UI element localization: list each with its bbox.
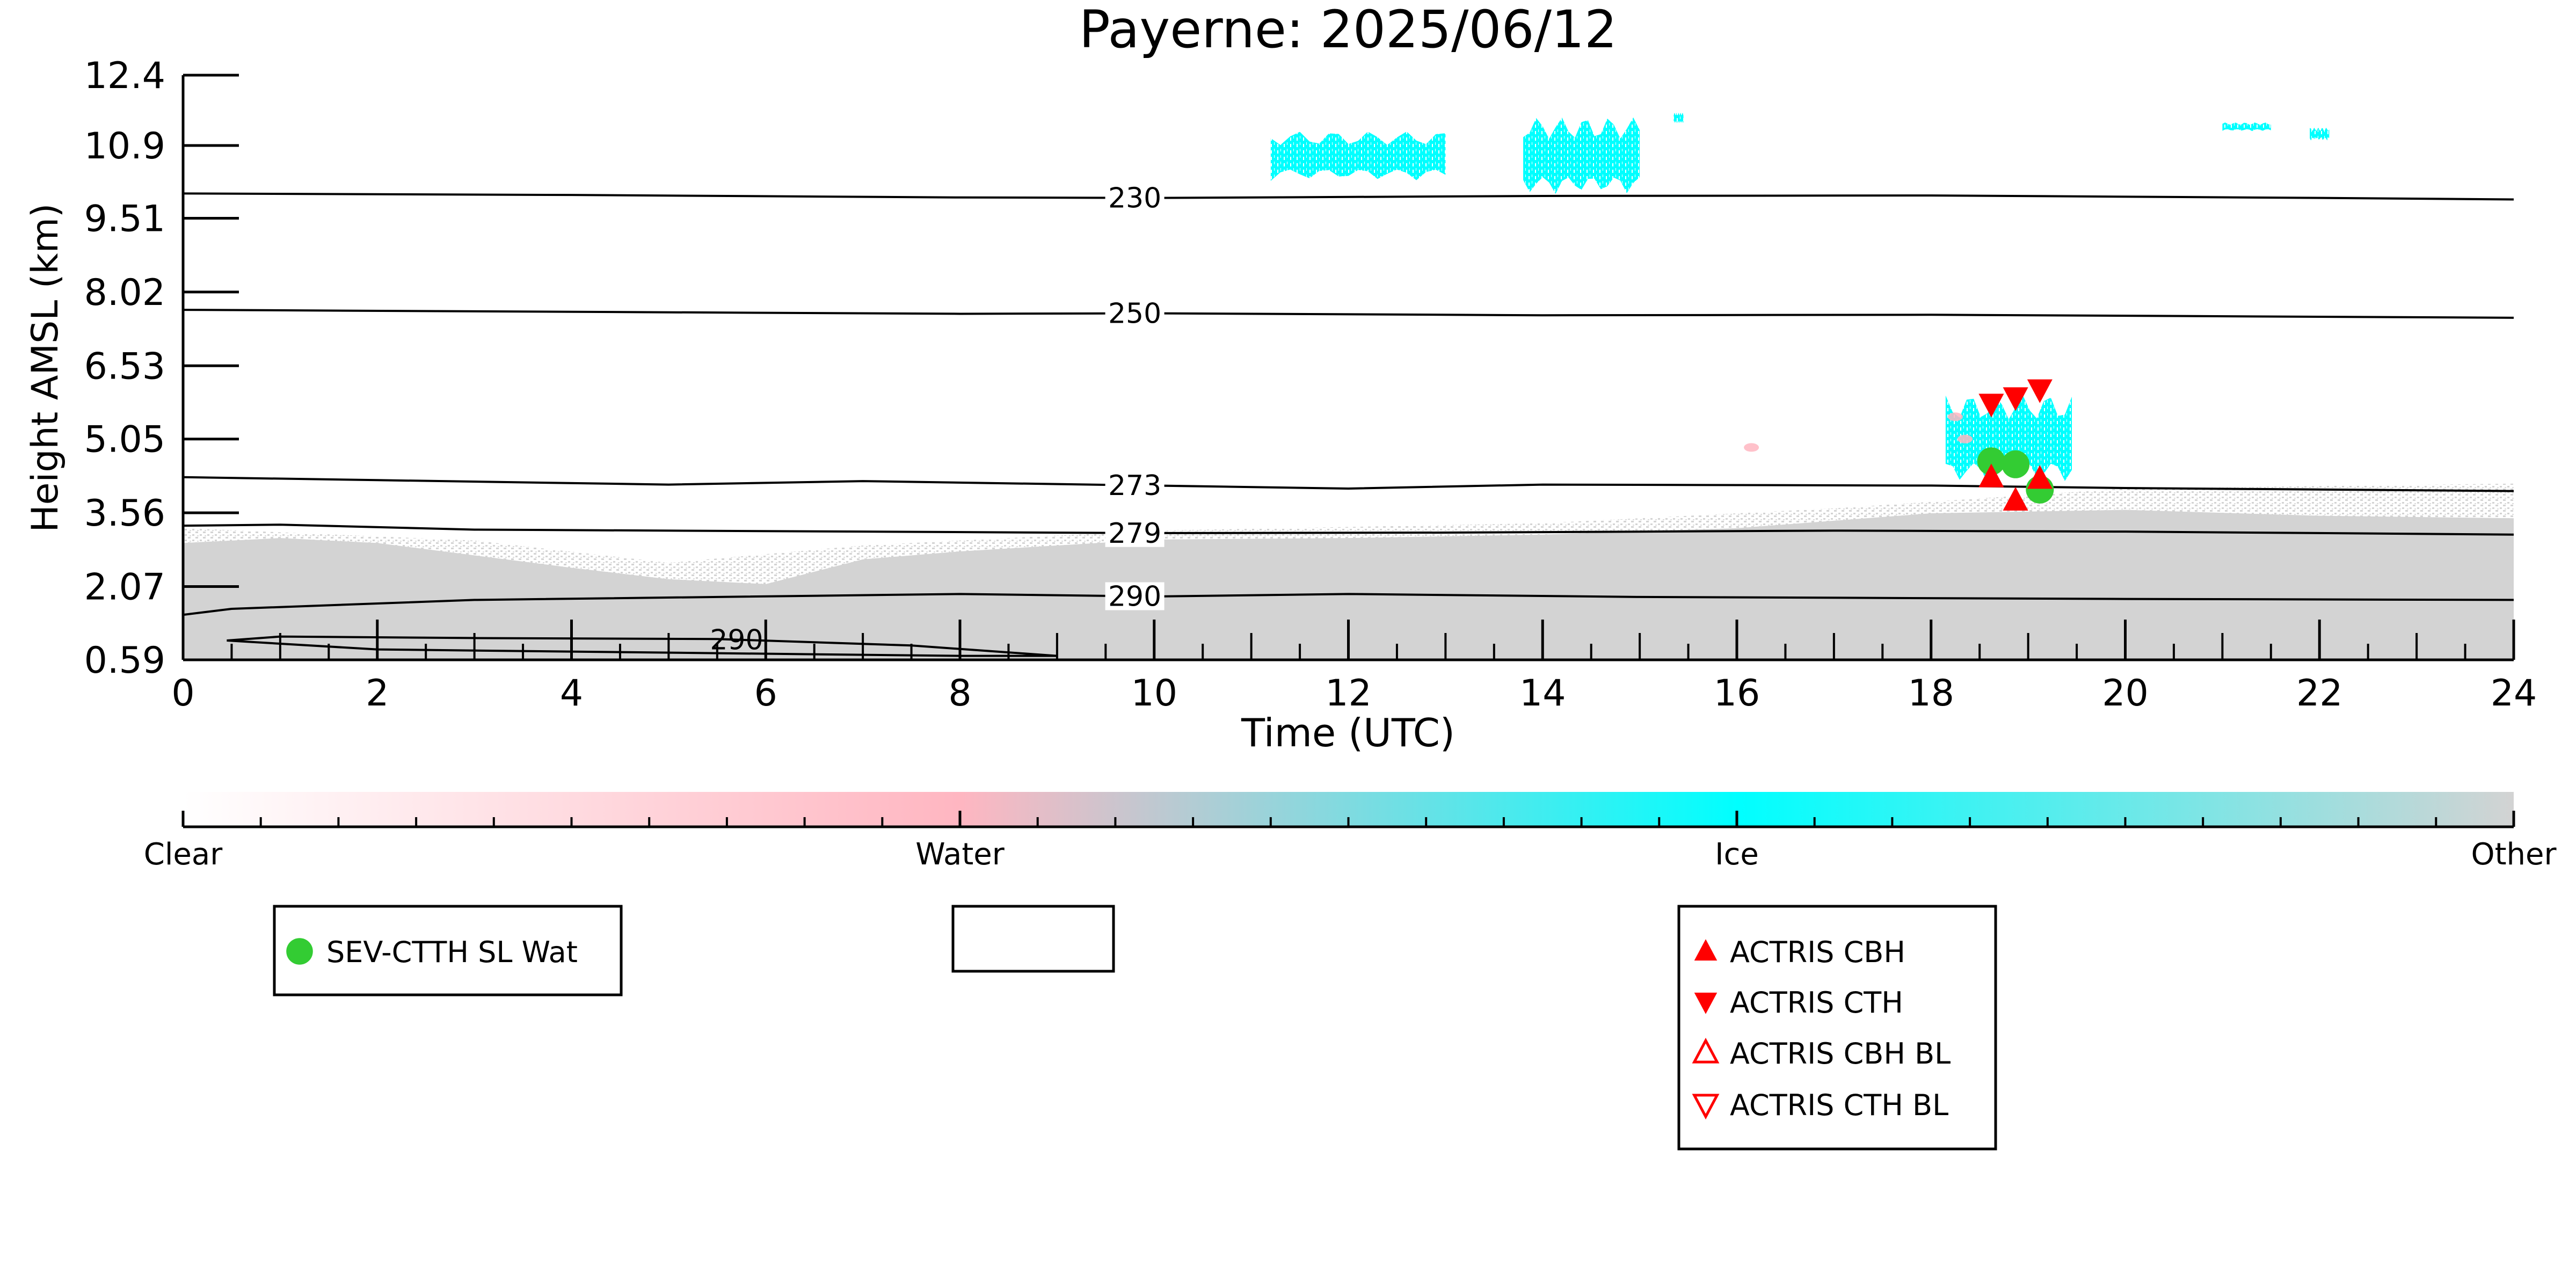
y-tick-label: 0.59	[84, 639, 165, 682]
colorbar-label: Ice	[1715, 837, 1759, 872]
isotherm-label: 250	[1108, 298, 1161, 330]
x-axis-label: Time (UTC)	[1241, 710, 1455, 755]
x-tick-label: 8	[948, 672, 971, 715]
data-point-circle	[2002, 450, 2030, 478]
legend-entry-label: ACTRIS CBH	[1730, 935, 1905, 969]
x-tick-label: 2	[366, 672, 389, 715]
isotherm-label-bg	[1105, 519, 1165, 547]
actris-marker	[1694, 992, 1718, 1014]
data-point-circle	[1977, 447, 2005, 476]
plot-area	[183, 112, 2514, 660]
isotherm-label-bg	[1105, 471, 1165, 499]
isotherm-line	[183, 309, 2514, 319]
isotherm-label: 290	[710, 624, 763, 656]
ice-region	[1945, 395, 2072, 483]
y-tick-label: 9.51	[84, 198, 165, 240]
colorbar-label: Other	[2471, 837, 2557, 872]
water-spot	[1947, 412, 1963, 421]
data-point-triangle-down	[2027, 379, 2053, 403]
y-tick-label: 5.05	[84, 419, 165, 461]
x-tick-label: 20	[2102, 672, 2149, 715]
marker-layer	[1977, 379, 2054, 511]
x-tick-label: 16	[1714, 672, 1760, 715]
legend-sev: SEV-CTTH SL Wat	[273, 905, 623, 996]
x-tick-label: 18	[1908, 672, 1954, 715]
isotherm-label: 279	[1108, 518, 1161, 550]
legend-entry-label: SEV-CTTH SL Wat	[326, 935, 578, 969]
actris-marker	[1694, 939, 1718, 961]
y-ticks: 0.59 2.07 3.56 5.05 6.53 8.02 9.51 10.9 12.4	[84, 55, 239, 682]
ice-layer	[1270, 112, 2330, 483]
data-point-triangle-up	[1978, 463, 2004, 487]
y-tick-label: 10.9	[84, 125, 165, 168]
ice-region	[1270, 131, 1446, 181]
colorbar-ticks: Clear Water Ice Other	[144, 811, 2557, 872]
colorbar-label: Clear	[144, 837, 223, 872]
data-point-triangle-down	[1978, 394, 2004, 418]
isotherm-line	[183, 192, 2514, 201]
isotherm-label: 230	[1108, 183, 1161, 215]
data-point-triangle-up	[2027, 465, 2053, 489]
water-layer	[1744, 412, 1973, 452]
y-tick-label: 8.02	[84, 272, 165, 314]
actris-marker	[1692, 1037, 1720, 1064]
contour-label-layer: 230 250 273 279 290 290	[710, 183, 1165, 656]
actris-marker	[1692, 1094, 1720, 1120]
y-axis-label: Height AMSL (km)	[24, 203, 67, 533]
isotherm-line	[183, 476, 2514, 492]
y-tick-label: 6.53	[84, 345, 165, 388]
data-point-triangle-up	[2003, 486, 2028, 511]
x-tick-label: 6	[754, 672, 777, 715]
x-tick-label: 22	[2296, 672, 2343, 715]
sev-marker	[286, 938, 313, 965]
x-tick-label: 24	[2491, 672, 2537, 715]
x-tick-label: 0	[171, 672, 194, 715]
water-spot	[1744, 443, 1759, 452]
legend-empty	[951, 905, 1115, 973]
legend-entry-label: ACTRIS CBH BL	[1730, 1037, 1951, 1071]
legend-entry-label: ACTRIS CTH	[1730, 986, 1903, 1020]
isotherm-label-bg	[1105, 582, 1165, 610]
colorbar-label: Water	[915, 837, 1005, 872]
isotherm-label-bg	[1105, 299, 1165, 328]
isotherm-label: 273	[1108, 470, 1161, 502]
water-spot	[1958, 434, 1973, 443]
x-tick-label: 10	[1131, 672, 1177, 715]
legend-entry-label: ACTRIS CTH BL	[1730, 1088, 1948, 1122]
isotherm-label: 290	[1108, 581, 1161, 613]
x-ticks: 0 2 4 6 8 10 12 14 16 18 20 22 24	[171, 620, 2537, 715]
y-tick-label: 12.4	[84, 55, 165, 97]
y-tick-label: 3.56	[84, 492, 165, 535]
isotherm-label-bg	[1105, 184, 1165, 212]
data-point-triangle-down	[2003, 387, 2028, 411]
colorbar: Clear Water Ice Other	[144, 792, 2557, 872]
chart-title: Payerne: 2025/06/12	[1079, 0, 1617, 60]
ice-region	[1673, 112, 1684, 123]
y-tick-label: 2.07	[84, 566, 165, 609]
legend-actris: ACTRIS CBH ACTRIS CTH ACTRIS CBH BL ACTRIS …	[1677, 905, 1997, 1151]
x-tick-label: 4	[560, 672, 583, 715]
ice-region	[1523, 117, 1640, 194]
ice-region	[2222, 122, 2271, 132]
x-tick-label: 12	[1325, 672, 1372, 715]
x-tick-label: 14	[1519, 672, 1566, 715]
ice-region	[2310, 127, 2330, 141]
